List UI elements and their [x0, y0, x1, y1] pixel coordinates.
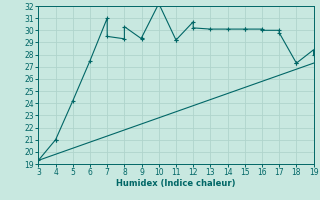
X-axis label: Humidex (Indice chaleur): Humidex (Indice chaleur) [116, 179, 236, 188]
